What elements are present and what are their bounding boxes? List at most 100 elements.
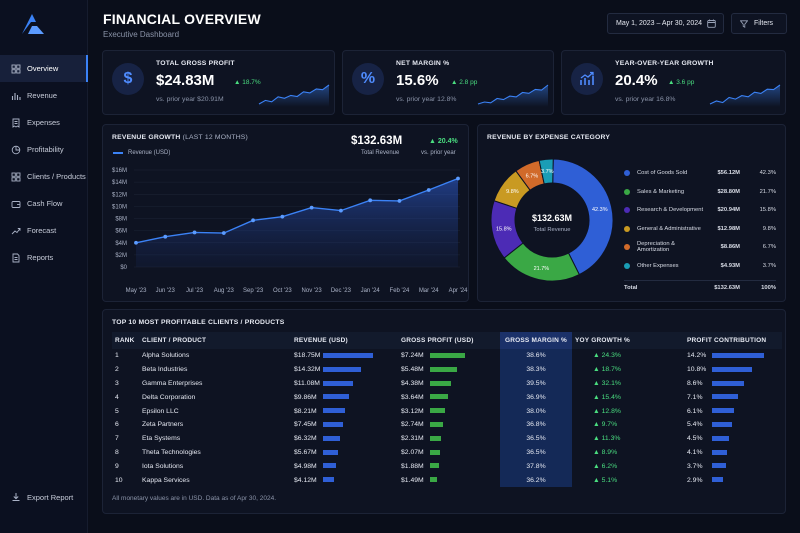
legend-dot bbox=[624, 188, 630, 195]
gross-profit-value: $5.48M bbox=[401, 366, 424, 374]
sidebar-item-label: Clients / Products bbox=[27, 172, 86, 181]
profit-contribution-value: 6.1% bbox=[687, 407, 703, 415]
gross-profit-cell: $4.38M bbox=[398, 377, 500, 391]
table-row[interactable]: 2 Beta Industries $14.32M $5.48M 38.3% ▲ 18.7… bbox=[112, 362, 782, 377]
sidebar-item-overview[interactable]: Overview bbox=[0, 55, 88, 82]
profit-contribution-cell: 4.5% bbox=[684, 432, 782, 446]
revenue-value: $7.45M bbox=[294, 421, 317, 429]
gross-profit-value: $2.31M bbox=[401, 435, 424, 443]
sidebar-item-revenue[interactable]: Revenue bbox=[0, 82, 88, 109]
column-header[interactable]: CLIENT / PRODUCT bbox=[139, 332, 291, 349]
gross-profit-cell: $2.74M bbox=[398, 418, 500, 432]
table-row[interactable]: 10 Kappa Services $4.12M $1.49M 36.2% ▲ 5.1% 2… bbox=[112, 473, 782, 487]
donut-slice bbox=[538, 158, 554, 185]
yoy-growth: ▲ 11.3% bbox=[593, 435, 620, 442]
table-row[interactable]: 1 Alpha Solutions $18.75M $7.24M 38.6% ▲ 24.3… bbox=[112, 349, 782, 363]
profit-contribution-bar bbox=[712, 408, 735, 414]
table-row[interactable]: 8 Theta Technologies $5.67M $2.07M 36.5% ▲ 8.… bbox=[112, 445, 782, 460]
table-footnote: All monetary values are in USD. Data as … bbox=[112, 495, 277, 502]
revenue-line-chart: $0 $2M $4M $6M $8M $10M $12M $14M $16M May '23 Jun… bbox=[112, 168, 468, 294]
legend-row: Cost of Goods Sold $56.12M 42.3% bbox=[624, 167, 776, 179]
sidebar-item-cash-flow[interactable]: Cash Flow bbox=[0, 190, 88, 217]
yoy-growth-cell: ▲ 5.1% bbox=[572, 473, 684, 487]
sidebar-item-expenses[interactable]: Expenses bbox=[0, 109, 88, 136]
profit-contribution-bar bbox=[712, 463, 726, 469]
kpi-prior: vs. prior year 16.8% bbox=[615, 96, 676, 103]
gross-margin-cell: 38.3% bbox=[500, 362, 572, 377]
sidebar-item-profitability[interactable]: Profitability bbox=[0, 136, 88, 163]
legend-category: Research & Development bbox=[637, 207, 704, 213]
export-report-button[interactable]: Export Report bbox=[11, 492, 73, 502]
profit-contribution-bar bbox=[712, 422, 732, 428]
legend-category: Other Expenses bbox=[637, 262, 679, 269]
table-row[interactable]: 3 Gamma Enterprises $11.08M $4.38M 39.5% ▲ 32… bbox=[112, 376, 782, 391]
profit-contribution-cell: 5.4% bbox=[684, 418, 782, 432]
legend-category: General & Administrative bbox=[637, 225, 701, 232]
kpi-sparkline bbox=[477, 84, 549, 107]
revenue-cell: $4.12M bbox=[291, 473, 398, 487]
yoy-growth-cell: ▲ 8.9% bbox=[572, 446, 684, 460]
slice-label: 15.8% bbox=[496, 227, 512, 233]
column-header[interactable]: YOY GROWTH % bbox=[572, 332, 684, 349]
gross-margin-cell: 36.8% bbox=[500, 417, 572, 432]
legend-divider bbox=[624, 280, 776, 281]
table-row[interactable]: 4 Delta Corporation $9.86M $3.64M 36.9% ▲ 15.… bbox=[112, 390, 782, 405]
column-header[interactable]: RANK bbox=[112, 332, 139, 349]
growth-icon bbox=[571, 63, 603, 95]
y-tick-label: $6M bbox=[115, 229, 127, 235]
y-tick-label: $0 bbox=[120, 265, 127, 271]
up-arrow-icon: ▲ bbox=[668, 79, 677, 86]
table-row[interactable]: 9 Iota Solutions $4.98M $1.88M 37.8% ▲ 6.2% 3.… bbox=[112, 459, 782, 474]
up-arrow-icon: ▲ bbox=[451, 79, 460, 86]
legend-swatch bbox=[113, 152, 123, 154]
yoy-growth: ▲ 5.1% bbox=[593, 477, 617, 484]
legend-amount: $28.80M bbox=[717, 188, 740, 195]
legend-amount: $12.98M bbox=[717, 225, 740, 232]
date-range-picker[interactable]: May 1, 2023 – Apr 30, 2024 bbox=[607, 13, 724, 34]
revenue-bar bbox=[323, 449, 339, 455]
revenue-bar bbox=[323, 408, 345, 414]
donut-center-label: Total Revenue bbox=[533, 227, 570, 233]
grid-icon bbox=[11, 64, 21, 74]
gross-margin-cell: 36.5% bbox=[500, 431, 572, 446]
sidebar-item-label: Revenue bbox=[27, 91, 58, 100]
column-header[interactable]: PROFIT CONTRIBUTION bbox=[684, 332, 782, 349]
y-tick-label: $4M bbox=[115, 241, 127, 247]
sidebar-item-label: Reports bbox=[27, 253, 54, 262]
x-tick-label: Apr '24 bbox=[449, 288, 468, 294]
column-header[interactable]: REVENUE (USD) bbox=[291, 332, 398, 349]
revenue-cell: $11.08M bbox=[291, 377, 398, 391]
kpi-delta-value: 2.8 pp bbox=[459, 79, 478, 86]
table-row[interactable]: 6 Zeta Partners $7.45M $2.74M 36.8% ▲ 9.7% 5.4… bbox=[112, 417, 782, 432]
filters-button[interactable]: Filters bbox=[731, 13, 787, 34]
profit-contribution-value: 7.1% bbox=[687, 393, 703, 401]
client-name: Beta Industries bbox=[142, 366, 188, 374]
legend-dot bbox=[624, 262, 630, 269]
up-arrow-icon: ▲ bbox=[593, 421, 602, 429]
yoy-growth-value: 8.9% bbox=[601, 448, 618, 456]
yoy-growth-cell: ▲ 15.4% bbox=[572, 390, 684, 404]
sidebar-item-clients-products[interactable]: Clients / Products bbox=[0, 163, 88, 190]
up-arrow-icon: ▲ bbox=[593, 462, 602, 470]
sidebar-item-forecast[interactable]: Forecast bbox=[0, 217, 88, 244]
gross-profit-bar bbox=[430, 394, 448, 400]
kpi-card-3: YEAR-OVER-YEAR GROWTH 20.4% ▲ 3.6 pp vs. pr… bbox=[561, 50, 786, 115]
rank-cell: 7 bbox=[115, 435, 119, 443]
client-name: Theta Technologies bbox=[142, 448, 201, 456]
revenue-point bbox=[192, 230, 197, 235]
x-tick-label: Mar '24 bbox=[419, 288, 439, 294]
revenue-point bbox=[456, 176, 460, 181]
column-header[interactable]: GROSS PROFIT (USD) bbox=[398, 332, 500, 349]
profit-contribution-cell: 7.1% bbox=[684, 390, 782, 404]
column-header[interactable]: GROSS MARGIN % bbox=[500, 332, 572, 349]
legend-total-label: Total bbox=[624, 285, 638, 291]
x-tick-label: Oct '23 bbox=[273, 288, 292, 294]
table-row[interactable]: 7 Eta Systems $6.32M $2.31M 36.5% ▲ 11.3% 4.5% bbox=[112, 431, 782, 446]
up-arrow-icon: ▲ bbox=[593, 407, 602, 415]
yoy-growth: ▲ 6.2% bbox=[593, 463, 617, 470]
legend-row: Depreciation & Amortization $8.86M 6.7% bbox=[624, 241, 776, 253]
legend-dot bbox=[624, 170, 630, 176]
sidebar-item-reports[interactable]: Reports bbox=[0, 244, 88, 271]
yoy-growth-cell: ▲ 32.1% bbox=[572, 377, 684, 391]
table-row[interactable]: 5 Epsilon LLC $8.21M $3.12M 38.0% ▲ 12.8% 6.1% bbox=[112, 404, 782, 418]
